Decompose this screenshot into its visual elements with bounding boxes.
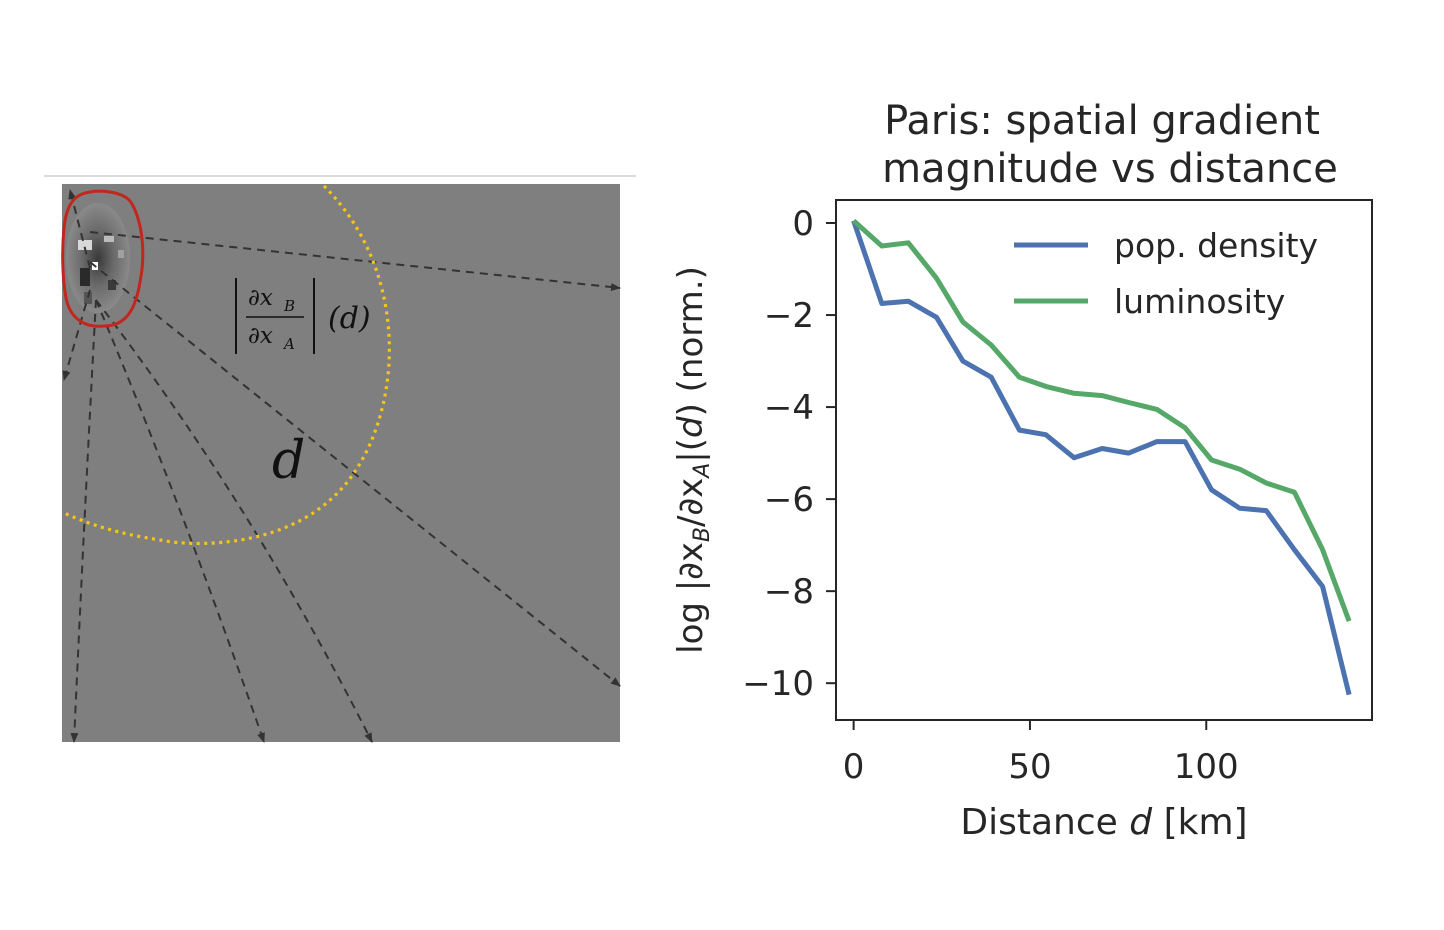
gradient-map-illustration: ∂x B ∂x A (d) d	[44, 175, 636, 743]
series-layer	[851, 218, 1352, 696]
distance-symbol-label: d	[272, 431, 305, 491]
x-tick-label: 0	[843, 747, 865, 787]
ray-west-down	[62, 289, 91, 381]
y-axis-label: log |∂xB/∂xA|(d) (norm.)	[671, 266, 715, 654]
ray-south	[70, 299, 97, 743]
formula-denominator: ∂x	[248, 323, 273, 349]
x-tick-label: 50	[1008, 747, 1051, 787]
x-axis-ticks: 0 50 100	[843, 720, 1239, 787]
series-line-pop-density	[851, 219, 1352, 696]
chart-title-line-2: magnitude vs distance	[882, 146, 1338, 192]
city-boundary-outline	[61, 189, 145, 328]
formula-denominator-sub: A	[282, 335, 295, 353]
formula-numerator: ∂x	[248, 285, 273, 311]
ray-south-southeast	[95, 299, 265, 743]
y-tick-label: −4	[764, 388, 814, 428]
y-tick-label: −2	[764, 296, 814, 336]
distance-radius-arc	[61, 184, 391, 546]
chart-title-line-1: Paris: spatial gradient	[884, 98, 1320, 144]
y-tick-label: 0	[792, 204, 814, 244]
legend-label-luminosity: luminosity	[1114, 282, 1285, 321]
ray-southeast	[89, 261, 621, 687]
y-tick-label: −10	[742, 664, 814, 704]
ray-south-east	[95, 299, 373, 743]
ray-east	[89, 231, 621, 292]
chart-legend: pop. density luminosity	[1014, 226, 1318, 321]
plot-frame	[835, 199, 1373, 721]
formula-argument: (d)	[328, 301, 371, 336]
legend-label-pop-density: pop. density	[1114, 226, 1318, 265]
formula-numerator-sub: B	[283, 297, 295, 315]
gradient-rays	[62, 189, 621, 743]
y-tick-label: −8	[764, 572, 814, 612]
gradient-map-background	[62, 184, 620, 742]
x-axis-label: Distance d [km]	[960, 802, 1247, 843]
gradient-formula-label: ∂x B ∂x A (d)	[235, 278, 371, 354]
series-line-luminosity	[851, 218, 1352, 622]
y-axis-ticks: 0 −2 −4 −6 −8 −10	[742, 204, 836, 704]
y-tick-label: −6	[764, 480, 814, 520]
x-tick-label: 100	[1174, 747, 1239, 787]
